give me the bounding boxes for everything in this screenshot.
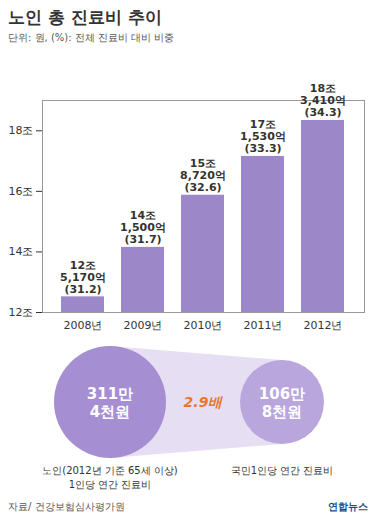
svg-text:8천원: 8천원 <box>262 403 302 421</box>
svg-text:16조: 16조 <box>9 185 34 198</box>
svg-text:17조1,530억(33.3): 17조1,530억(33.3) <box>240 118 286 155</box>
svg-text:2010년: 2010년 <box>184 319 223 332</box>
svg-text:2.9배: 2.9배 <box>184 394 224 410</box>
html-text:노인 총 진료비 추이: 노인 총 진료비 추이 <box>8 7 162 27</box>
html-text:연합뉴스: 연합뉴스 <box>328 501 368 512</box>
svg-text:18조: 18조 <box>9 124 34 137</box>
svg-text:311만: 311만 <box>87 385 133 403</box>
svg-text:1인당 연간 진료비: 1인당 연간 진료비 <box>69 479 152 490</box>
html-text:단위: 원, (%): 전체 진료비 대비 비중: 단위: 원, (%): 전체 진료비 대비 비중 <box>8 32 175 43</box>
svg-text:14조1,500억(31.7): 14조1,500억(31.7) <box>120 209 166 246</box>
svg-text:2011년: 2011년 <box>244 319 283 332</box>
svg-text:15조8,720억(32.6): 15조8,720억(32.6) <box>180 157 226 194</box>
svg-text:12조: 12조 <box>9 306 34 319</box>
svg-text:2008년: 2008년 <box>64 319 103 332</box>
svg-text:국민1인당 연간 진료비: 국민1인당 연간 진료비 <box>231 465 334 476</box>
svg-text:106만: 106만 <box>259 385 305 403</box>
svg-text:18조3,410억(34.3): 18조3,410억(34.3) <box>300 82 346 119</box>
svg-text:4천원: 4천원 <box>90 403 130 421</box>
html-text:자료/ 건강보험심사평가원: 자료/ 건강보험심사평가원 <box>8 501 125 512</box>
svg-text:2012년: 2012년 <box>304 319 343 332</box>
svg-text:2009년: 2009년 <box>124 319 163 332</box>
svg-text:12조5,170억(31.2): 12조5,170억(31.2) <box>60 259 106 296</box>
svg-text:노인(2012년 기준 65세 이상): 노인(2012년 기준 65세 이상) <box>42 465 178 476</box>
svg-text:14조: 14조 <box>9 245 34 258</box>
